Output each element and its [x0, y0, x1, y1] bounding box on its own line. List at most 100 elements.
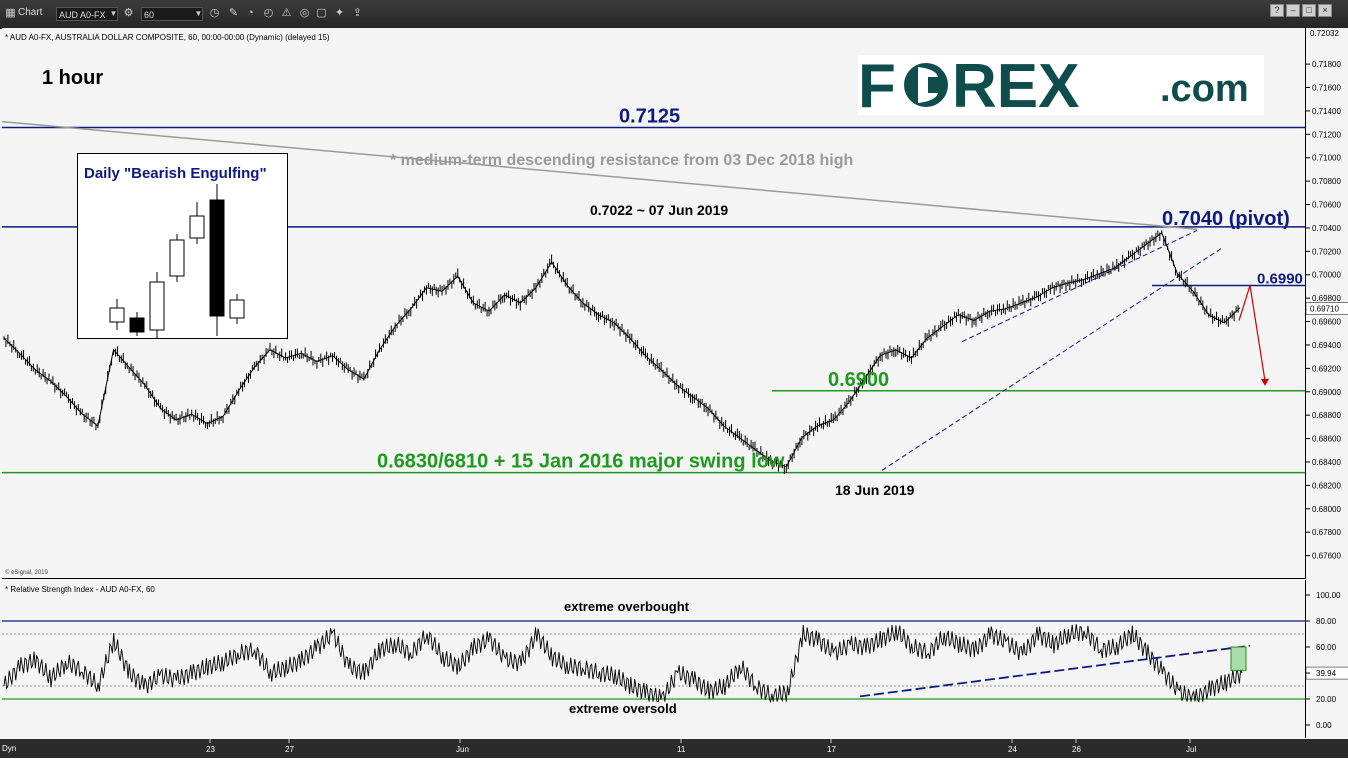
pencil-icon[interactable]: ✎	[228, 7, 239, 19]
price-tick-label: 0.68600	[1312, 435, 1341, 444]
inset-candles	[109, 184, 245, 338]
price-tick-label: 0.70000	[1312, 271, 1341, 280]
price-tick-label: 0.71000	[1312, 154, 1341, 163]
price-tick-label: 0.70800	[1312, 177, 1341, 186]
price-tick-label: 0.68400	[1312, 458, 1341, 467]
rsi-chart: * Relative Strength Index - AUD A0-FX, 6…	[2, 585, 1305, 716]
rsi-tick-label: 60.00	[1316, 643, 1337, 652]
price-tick-label: 0.71600	[1312, 84, 1341, 93]
price-tick-label: 0.69400	[1312, 341, 1341, 350]
timeframe-label: 1 hour	[42, 67, 103, 89]
price-tick-label: 0.71800	[1312, 60, 1341, 69]
time-axis-svg: Dyn 23 27 Jun 11 17 24 26 Jul	[2, 739, 1196, 754]
twitter-icon[interactable]: ✦	[334, 7, 345, 19]
rsi-trendline	[859, 644, 1251, 698]
price-header: * AUD A0-FX, AUSTRALIA DOLLAR COMPOSITE,…	[5, 33, 330, 42]
rsi-oversold-label: extreme oversold	[569, 701, 677, 716]
projection-arrowhead	[1261, 378, 1269, 386]
alert-icon[interactable]: ◎	[299, 7, 310, 19]
rsi-overbought-label: extreme overbought	[564, 599, 690, 614]
close-button[interactable]: ×	[1318, 4, 1332, 17]
time-axis[interactable]: Dyn 23 27 Jun 11 17 24 26 Jul	[0, 739, 1348, 758]
rsi-axis[interactable]: 100.00 80.00 60.00 39.94 20.00 0.00	[1305, 580, 1348, 738]
price-tick-label: 0.70400	[1312, 224, 1341, 233]
inset-candle	[209, 199, 225, 317]
pivot-label: 0.7040 (pivot)	[1162, 208, 1290, 230]
channel-lower	[881, 247, 1223, 471]
maximize-button[interactable]: □	[1302, 4, 1316, 17]
price-tick-label: 0.68800	[1312, 411, 1341, 420]
minimize-button[interactable]: –	[1286, 4, 1300, 17]
forex-logo: F REX .com	[858, 52, 1264, 121]
price-tick-label: 0.71200	[1312, 130, 1341, 139]
circle-icon[interactable]: ◔	[247, 7, 254, 19]
time-tick-label: Jun	[456, 745, 469, 754]
rsi-line	[3, 624, 1243, 704]
projection-down	[1249, 285, 1266, 382]
help-button[interactable]: ?	[1270, 4, 1284, 17]
rsi-axis-svg: 100.00 80.00 60.00 39.94 20.00 0.00	[1305, 591, 1348, 730]
price-tick-label: 0.68200	[1312, 481, 1341, 490]
price-tick-label: 0.67800	[1312, 528, 1341, 537]
dyn-label: Dyn	[2, 744, 16, 753]
interval-input[interactable]: 60	[141, 7, 203, 21]
price-tick-label: 0.70200	[1312, 247, 1341, 256]
rsi-tick-label: 39.94	[1316, 669, 1337, 678]
chart-icon[interactable]: ▦	[5, 7, 16, 19]
inset-candle	[229, 299, 245, 319]
channel-upper	[961, 229, 1198, 343]
price-tick-label: 0.70600	[1312, 201, 1341, 210]
low-date-label: 18 Jun 2019	[835, 482, 915, 498]
logo-coin-mark	[918, 67, 938, 103]
clock-icon[interactable]: ◴	[263, 7, 274, 19]
rsi-pane[interactable]: * Relative Strength Index - AUD A0-FX, 6…	[2, 580, 1305, 738]
time-tick-label: 26	[1072, 745, 1081, 754]
price-line	[3, 231, 1241, 468]
time-tick-label: Jul	[1186, 745, 1196, 754]
rsi-header: * Relative Strength Index - AUD A0-FX, 6…	[5, 585, 155, 594]
logo-svg: F REX .com	[858, 52, 1249, 121]
rsi-tick-label: 80.00	[1316, 617, 1337, 626]
window-title: Chart	[18, 7, 43, 18]
time-tick-label: 17	[827, 745, 836, 754]
high-note: 0.7022 ~ 07 Jun 2019	[590, 202, 728, 218]
price-tick-label: 0.69200	[1312, 364, 1341, 373]
rsi-highlight-box	[1230, 646, 1247, 671]
level-6900-label: 0.6900	[828, 369, 889, 391]
inset-title: Daily "Bearish Engulfing"	[84, 165, 267, 182]
gear-icon[interactable]: ⚙	[123, 7, 134, 19]
inset-candle	[109, 307, 125, 323]
current-price-box	[1305, 302, 1348, 315]
level-7125-label: 0.7125	[619, 105, 680, 127]
square-icon[interactable]: ▢	[316, 7, 327, 19]
alert-icon[interactable]: ⚠	[281, 7, 292, 19]
chevron-down-icon[interactable]: ▼	[194, 9, 203, 18]
chevron-down-icon[interactable]: ▼	[109, 9, 118, 18]
price-pane[interactable]: * AUD A0-FX, AUSTRALIA DOLLAR COMPOSITE,…	[2, 28, 1305, 579]
projection-up	[1238, 285, 1251, 321]
resistance-note: * medium-term descending resistance from…	[390, 152, 853, 169]
current-price-label: 0.69710	[1310, 305, 1339, 314]
daily-pattern-inset: Daily "Bearish Engulfing"	[77, 153, 288, 339]
logo-f: F	[858, 55, 896, 115]
price-tick-label: 0.69000	[1312, 388, 1341, 397]
inset-candle	[189, 215, 205, 239]
inset-candle	[149, 281, 165, 331]
inset-svg: Daily "Bearish Engulfing"	[84, 165, 267, 338]
price-tick-label: 0.68000	[1312, 505, 1341, 514]
swing-low-label: 0.6830/6810 + 15 Jan 2016 major swing lo…	[377, 451, 785, 473]
time-tick-label: 11	[677, 745, 686, 754]
rsi-tick-label: 0.00	[1316, 721, 1332, 730]
price-tick-label: 0.71400	[1312, 107, 1341, 116]
price-axis-svg: 0.71800 0.71600 0.71400 0.71200 0.71000 0.708…	[1305, 29, 1348, 561]
clock-icon[interactable]: ◷	[209, 7, 220, 19]
price-axis[interactable]: 0.71800 0.71600 0.71400 0.71200 0.71000 0.708…	[1305, 28, 1348, 579]
share-icon[interactable]: ⇪	[352, 7, 363, 19]
price-tick-label: 0.69800	[1312, 294, 1341, 303]
copyright: © eSignal, 2019	[5, 569, 48, 576]
rsi-tick-label: 100.00	[1316, 591, 1341, 600]
symbol-input[interactable]: AUD A0-FX	[56, 7, 118, 21]
inset-candle	[169, 239, 185, 277]
toolbar: ▦ Chart AUD A0-FX ▼ ⚙ 60 ▼ ◷ ✎ ◔ ◴ ⚠ ◎ ▢…	[0, 0, 1348, 29]
